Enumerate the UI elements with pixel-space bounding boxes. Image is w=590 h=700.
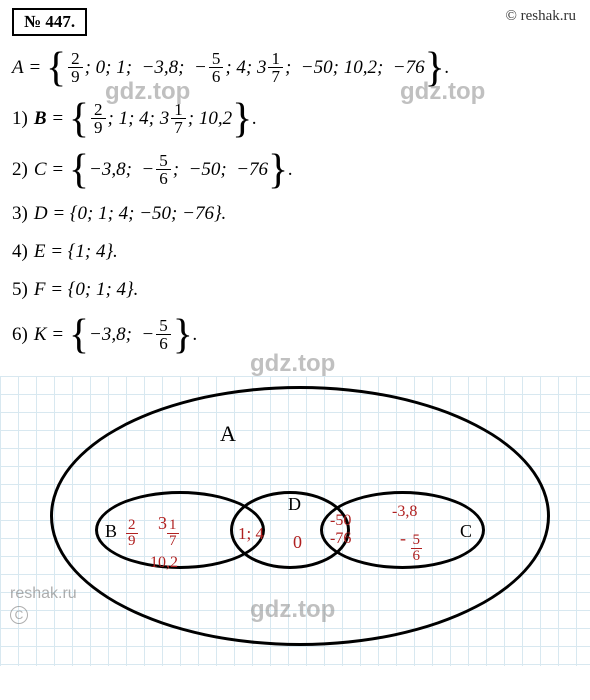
subset-c: 2) C = { −3,8; −56; −50; −76 }. (12, 152, 578, 187)
b-val-1: 29 (126, 513, 138, 549)
copyright-text: © reshak.ru (505, 8, 576, 25)
set-a-definition: A = { 29; 0; 1; −3,8; − 56; 4; 3 17; −50… (12, 50, 578, 85)
problem-number: № 447. (12, 8, 87, 36)
subset-f: 5) F = {0; 1; 4}. (12, 279, 578, 301)
c-val-1: -3,8 (392, 503, 417, 521)
bd-val: 1; 4 (238, 524, 264, 544)
label-b: B (105, 521, 117, 542)
d-val: 0 (293, 532, 302, 553)
watermark-reshak: reshak.ru C (10, 584, 77, 626)
venn-diagram: A B 29 317 10,2 1; 4 D 0 -50 -76 C -3,8 … (0, 376, 590, 666)
copyright-c-icon: C (10, 606, 28, 624)
dc-val-2: -76 (330, 530, 351, 548)
label-d: D (288, 494, 301, 515)
watermark-gdz-3: gdz.top (250, 350, 335, 378)
c-val-2: - 56 (400, 528, 422, 564)
dc-val-1: -50 (330, 512, 351, 530)
label-c: C (460, 521, 472, 542)
b-val-2: 317 (158, 513, 179, 549)
label-a: A (220, 421, 236, 447)
subset-e: 4) E = {1; 4}. (12, 241, 578, 263)
subset-d: 3) D = {0; 1; 4; −50; −76}. (12, 203, 578, 225)
subset-b: 1) B = { 29; 1; 4; 3 17; 10,2 }. (12, 101, 578, 136)
subset-k: 6) K = { −3,8; −56 }. (12, 317, 578, 352)
b-val-3: 10,2 (150, 554, 178, 572)
